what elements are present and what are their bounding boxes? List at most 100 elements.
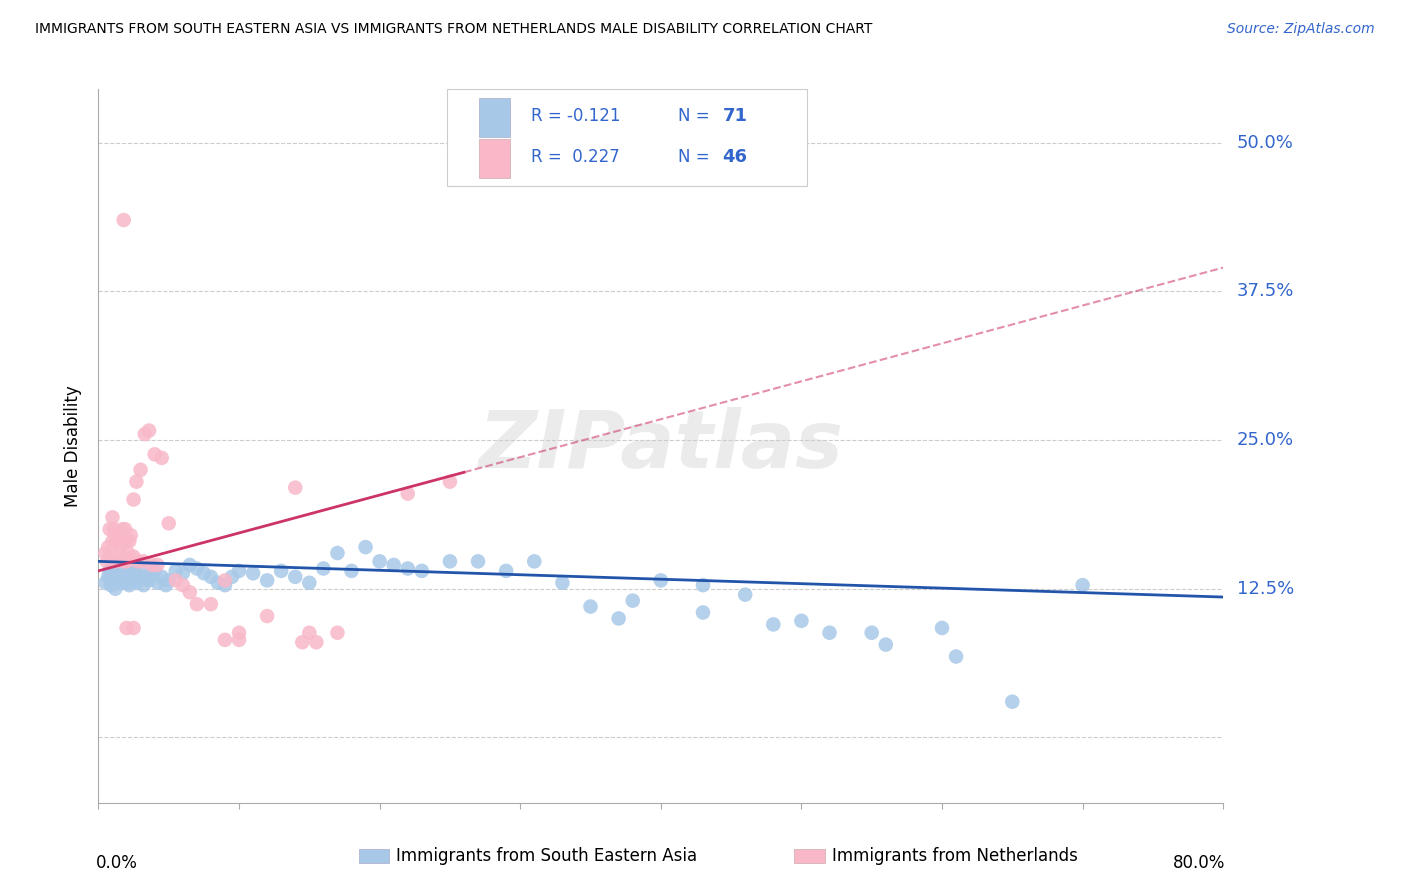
Point — [467, 554, 489, 568]
Point — [790, 614, 813, 628]
Text: 12.5%: 12.5% — [1237, 580, 1294, 598]
Point — [207, 575, 229, 590]
Point — [650, 574, 672, 588]
Point — [523, 554, 546, 568]
Point — [132, 554, 155, 568]
Point — [945, 649, 967, 664]
Point — [214, 578, 236, 592]
Point — [114, 570, 136, 584]
Point — [214, 632, 236, 647]
Point — [382, 558, 405, 572]
Point — [214, 574, 236, 588]
Point — [607, 611, 630, 625]
Bar — [478, 98, 510, 137]
Point — [108, 574, 131, 588]
Point — [179, 558, 201, 572]
Point — [129, 463, 152, 477]
Point — [354, 540, 377, 554]
Point — [114, 522, 136, 536]
Point — [256, 609, 278, 624]
Point — [118, 578, 141, 592]
Point — [411, 564, 433, 578]
Point — [284, 570, 307, 584]
Point — [931, 621, 953, 635]
Text: Source: ZipAtlas.com: Source: ZipAtlas.com — [1227, 22, 1375, 37]
Point — [621, 593, 644, 607]
Point — [117, 561, 139, 575]
Point — [1001, 695, 1024, 709]
Point — [101, 574, 124, 588]
Point — [228, 632, 250, 647]
Point — [124, 566, 146, 581]
Text: N =: N = — [678, 148, 709, 166]
Point — [298, 575, 321, 590]
Point — [146, 575, 169, 590]
Bar — [478, 139, 510, 178]
Text: R =  0.227: R = 0.227 — [531, 148, 620, 166]
Point — [120, 570, 142, 584]
Point — [110, 566, 132, 581]
Point — [96, 554, 118, 568]
Point — [105, 564, 128, 578]
Point — [875, 638, 897, 652]
Point — [129, 564, 152, 578]
Point — [146, 558, 169, 572]
Point — [291, 635, 314, 649]
Text: 80.0%: 80.0% — [1173, 855, 1226, 872]
Point — [105, 554, 128, 568]
Text: N =: N = — [678, 107, 709, 125]
Point — [104, 528, 127, 542]
Text: 50.0%: 50.0% — [1237, 134, 1294, 152]
Point — [112, 213, 135, 227]
Point — [298, 625, 321, 640]
Point — [256, 574, 278, 588]
Point — [734, 588, 756, 602]
Point — [135, 570, 157, 584]
Point — [100, 552, 122, 566]
Point — [340, 564, 363, 578]
Point — [117, 546, 139, 560]
Point — [143, 447, 166, 461]
Point — [157, 516, 180, 531]
Point — [94, 575, 117, 590]
Point — [172, 566, 194, 581]
Y-axis label: Male Disability: Male Disability — [65, 385, 83, 507]
Point — [172, 578, 194, 592]
Point — [439, 554, 461, 568]
Point — [228, 625, 250, 640]
Point — [101, 558, 124, 572]
Point — [221, 570, 243, 584]
Point — [108, 546, 131, 560]
Point — [270, 564, 292, 578]
Point — [186, 561, 208, 575]
Point — [141, 558, 163, 572]
Point — [228, 564, 250, 578]
Text: IMMIGRANTS FROM SOUTH EASTERN ASIA VS IMMIGRANTS FROM NETHERLANDS MALE DISABILIT: IMMIGRANTS FROM SOUTH EASTERN ASIA VS IM… — [35, 22, 873, 37]
Text: Immigrants from Netherlands: Immigrants from Netherlands — [832, 847, 1078, 865]
Point — [120, 528, 142, 542]
Point — [100, 578, 122, 592]
Point — [200, 570, 222, 584]
Point — [122, 492, 145, 507]
Point — [138, 424, 160, 438]
Text: 71: 71 — [723, 107, 748, 125]
Point — [860, 625, 883, 640]
Point — [115, 575, 138, 590]
Point — [692, 606, 714, 620]
Point — [111, 575, 134, 590]
Point — [495, 564, 517, 578]
Point — [112, 564, 135, 578]
Point — [150, 450, 173, 465]
Point — [118, 534, 141, 549]
Point — [115, 621, 138, 635]
Point — [132, 578, 155, 592]
Point — [551, 575, 574, 590]
Point — [110, 540, 132, 554]
Point — [107, 534, 129, 549]
Point — [94, 546, 117, 560]
Point — [186, 597, 208, 611]
Point — [115, 554, 138, 568]
Point — [127, 570, 149, 584]
Point — [1071, 578, 1094, 592]
Point — [326, 625, 349, 640]
